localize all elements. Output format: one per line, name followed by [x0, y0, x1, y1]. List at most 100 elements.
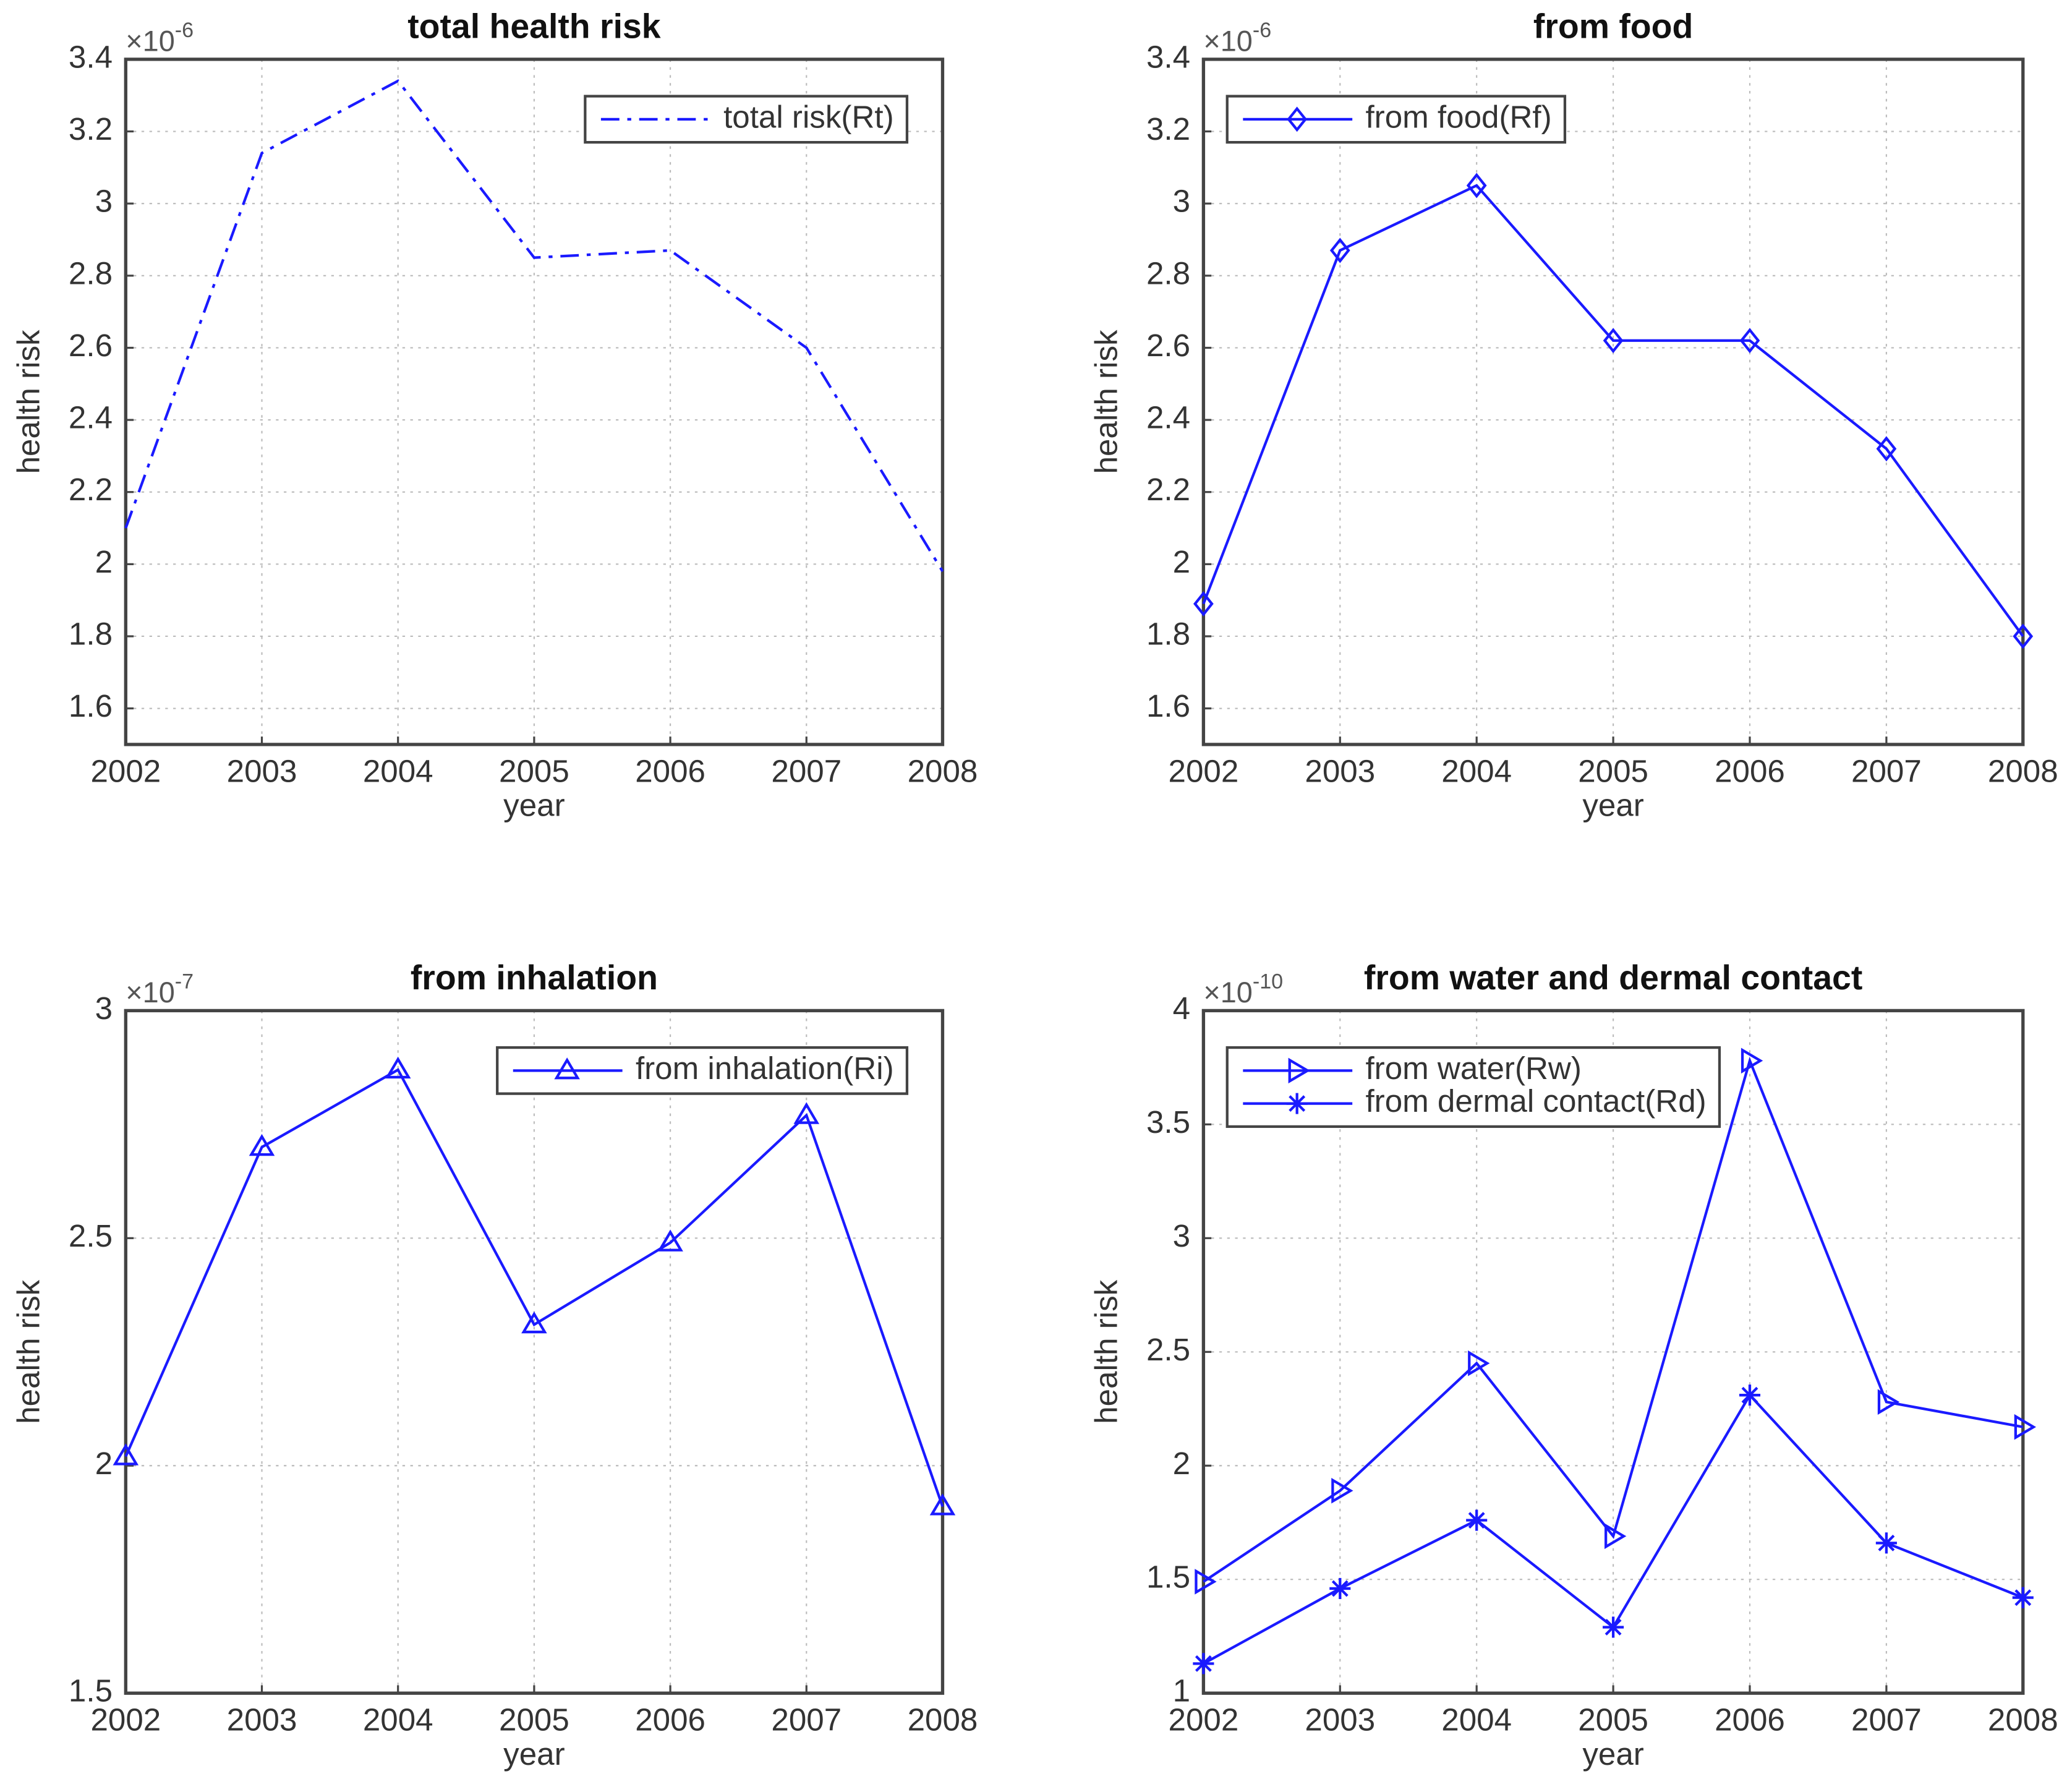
- y-tick-label: 2.4: [69, 400, 113, 435]
- marker: [1288, 1057, 1310, 1084]
- y-tick-label: 2.4: [1146, 400, 1190, 435]
- y-tick-label: 1: [1173, 1673, 1190, 1709]
- marker: [1466, 173, 1487, 198]
- y-tick-label: 2: [1173, 1446, 1190, 1481]
- y-axis-label: health risk: [1088, 1279, 1123, 1423]
- multiplier-exponent: -10: [1253, 970, 1283, 994]
- legend: from inhalation(Ri): [496, 1046, 909, 1095]
- y-tick-label: 3.2: [69, 111, 113, 147]
- y-tick-label: 1.8: [69, 617, 113, 652]
- x-axis-label: year: [1582, 788, 1643, 823]
- y-tick-label: 2.6: [69, 328, 113, 363]
- x-tick-label: 2007: [1851, 1702, 1922, 1738]
- axis-multiplier: ×10-6: [126, 19, 194, 58]
- y-tick-label: 2: [95, 1446, 113, 1481]
- marker: [1287, 106, 1308, 132]
- marker: [1875, 1532, 1897, 1554]
- multiplier-exponent: -6: [175, 19, 194, 42]
- chart-title: from food: [1533, 7, 1693, 46]
- marker: [113, 1443, 139, 1466]
- y-tick-label: 2.6: [1146, 328, 1190, 363]
- marker: [1605, 1523, 1627, 1550]
- y-tick-label: 2.2: [1146, 472, 1190, 507]
- marker: [1603, 328, 1624, 354]
- x-tick-label: 2008: [908, 753, 978, 788]
- axis-multiplier: ×10-6: [1203, 19, 1271, 58]
- x-tick-label: 2002: [90, 753, 161, 788]
- y-tick-label: 3: [1173, 184, 1190, 219]
- x-tick-label: 2008: [1988, 1702, 2058, 1738]
- marker: [554, 1057, 580, 1080]
- y-tick-label: 3.5: [1146, 1104, 1190, 1140]
- marker: [249, 1133, 275, 1156]
- marker: [1193, 591, 1214, 617]
- x-tick-label: 2004: [363, 753, 433, 788]
- multiplier-base: ×10: [1203, 976, 1253, 1009]
- legend-label: total risk(Rt): [723, 99, 894, 134]
- marker: [1331, 1477, 1353, 1504]
- x-tick-label: 2003: [227, 1702, 297, 1738]
- x-tick-label: 2007: [771, 1702, 842, 1738]
- chart-title: total health risk: [407, 7, 661, 46]
- subplot: 1 1.5 2 2.5 3 3.5 4 2002 2003 2004 2005 2006 2007 200…: [1088, 958, 2058, 1772]
- marker: [1739, 328, 1760, 354]
- y-tick-label: 1.6: [69, 688, 113, 723]
- legend: from food(Rf): [1225, 95, 1567, 144]
- axis-multiplier: ×10-10: [1203, 970, 1283, 1009]
- y-tick-label: 1.8: [1146, 617, 1190, 652]
- x-tick-label: 2005: [1578, 753, 1648, 788]
- marker: [2012, 1587, 2034, 1608]
- subplot: 1.6 1.8 2 2.2 2.4 2.6 2.8 3 3.2 3.4 2002 2003 2004 20…: [1088, 7, 2058, 823]
- plot-frame: [124, 1009, 945, 1695]
- x-tick-label: 2003: [1305, 1702, 1375, 1738]
- x-tick-label: 2006: [1715, 753, 1785, 788]
- y-tick-label: 3.2: [1146, 111, 1190, 147]
- y-tick-label: 1.5: [69, 1673, 113, 1709]
- marker: [793, 1102, 820, 1124]
- x-tick-label: 2007: [771, 753, 842, 788]
- marker: [1329, 1577, 1351, 1599]
- x-tick-label: 2003: [1305, 753, 1375, 788]
- x-tick-label: 2006: [635, 1702, 705, 1738]
- x-tick-label: 2005: [499, 753, 569, 788]
- y-tick-label: 4: [1173, 991, 1190, 1026]
- x-tick-label: 2003: [227, 753, 297, 788]
- y-tick-label: 3.4: [69, 39, 113, 74]
- multiplier-base: ×10: [126, 976, 175, 1009]
- chart-title: from water and dermal contact: [1364, 958, 1862, 997]
- y-axis-label: health risk: [11, 1279, 46, 1423]
- y-tick-label: 3: [95, 991, 113, 1026]
- x-tick-label: 2005: [1578, 1702, 1648, 1738]
- y-tick-label: 2.5: [69, 1218, 113, 1253]
- y-tick-label: 3: [95, 184, 113, 219]
- x-tick-label: 2005: [499, 1702, 569, 1738]
- series-line: [124, 79, 944, 573]
- marker: [1329, 237, 1350, 263]
- x-tick-label: 2008: [1988, 753, 2058, 788]
- legend-label: from water(Rw): [1365, 1051, 1581, 1086]
- marker: [1739, 1385, 1761, 1406]
- subplot: 1.5 2 2.5 3 2002 2003 2004 2005 2006 2007 2008 from…: [11, 958, 978, 1772]
- multiplier-exponent: -7: [175, 970, 194, 994]
- subplot: 1.6 1.8 2 2.2 2.4 2.6 2.8 3 3.2 3.4 2002 2003 2004 20…: [11, 7, 978, 823]
- legend: from water(Rw)from dermal contact(Rd): [1225, 1046, 1721, 1129]
- series-line: [124, 1068, 944, 1508]
- y-axis-label: health risk: [11, 330, 46, 474]
- x-tick-label: 2002: [1169, 753, 1239, 788]
- y-tick-label: 2: [1173, 544, 1190, 579]
- y-axis-label: health risk: [1088, 330, 1123, 474]
- legend-label: from inhalation(Ri): [636, 1051, 894, 1086]
- y-tick-label: 2: [95, 544, 113, 579]
- legend-label: from food(Rf): [1365, 99, 1551, 134]
- x-axis-label: year: [503, 1736, 565, 1772]
- y-tick-label: 2.2: [69, 472, 113, 507]
- x-tick-label: 2004: [1441, 753, 1512, 788]
- legend: total risk(Rt): [584, 95, 909, 144]
- plot-frame: [124, 58, 945, 746]
- y-tick-label: 3: [1173, 1218, 1190, 1253]
- axis-multiplier: ×10-7: [126, 970, 194, 1009]
- plot-frame: [1201, 1009, 2025, 1695]
- series-line: [1203, 1056, 2024, 1583]
- marker: [1603, 1616, 1624, 1638]
